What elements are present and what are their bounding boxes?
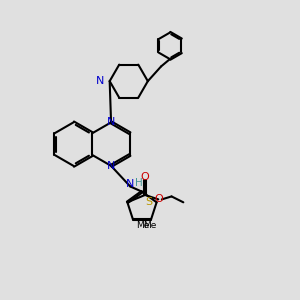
Text: O: O: [154, 194, 163, 204]
Text: H: H: [135, 178, 142, 188]
Text: Me: Me: [143, 221, 156, 230]
Text: Me: Me: [136, 221, 149, 230]
Text: N: N: [107, 161, 115, 171]
Text: O: O: [141, 172, 149, 182]
Text: S: S: [145, 197, 152, 207]
Text: N: N: [107, 117, 115, 128]
Text: N: N: [96, 76, 104, 86]
Text: N: N: [125, 179, 134, 189]
